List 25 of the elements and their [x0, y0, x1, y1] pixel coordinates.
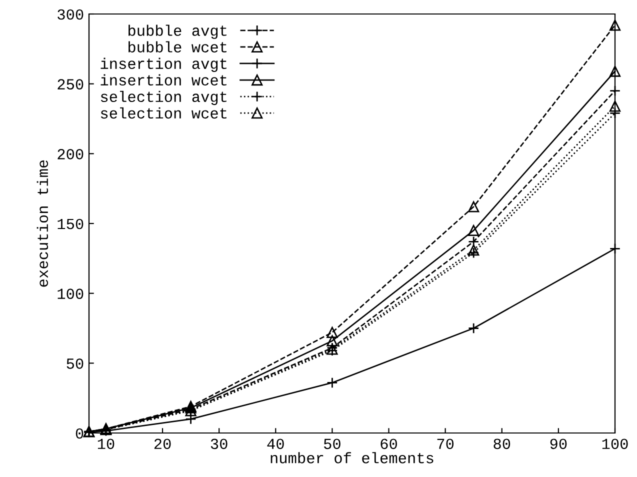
- legend-label: selection wcet: [100, 107, 226, 119]
- y-axis-title: execution time: [36, 160, 48, 287]
- x-tick-label: 80: [494, 438, 510, 450]
- legend-label: bubble wcet: [128, 41, 226, 52]
- x-tick-label: 30: [210, 438, 228, 450]
- x-tick-label: 90: [550, 438, 567, 450]
- y-tick-label: 50: [66, 358, 84, 369]
- x-tick-label: 10: [98, 438, 114, 450]
- x-tick-label: 50: [324, 438, 340, 450]
- y-tick-label: 300: [58, 9, 84, 20]
- y-tick-label: 150: [58, 218, 84, 230]
- x-tick-label: 100: [602, 438, 628, 450]
- x-tick-label: 40: [267, 438, 284, 450]
- x-tick-label: 20: [154, 438, 171, 450]
- x-tick-label: 70: [437, 438, 454, 450]
- legend-label: selection avgt: [100, 90, 226, 106]
- x-tick-label: 60: [380, 438, 397, 450]
- y-tick-label: 0: [76, 428, 84, 439]
- legend-label: insertion avgt: [100, 58, 226, 72]
- legend-label: insertion wcet: [100, 74, 226, 86]
- y-tick-label: 100: [58, 288, 84, 300]
- y-tick-label: 200: [58, 148, 84, 160]
- y-tick-label: 250: [58, 79, 84, 90]
- legend-label: bubble avgt: [128, 24, 226, 39]
- x-axis-title: number of elements: [270, 452, 434, 464]
